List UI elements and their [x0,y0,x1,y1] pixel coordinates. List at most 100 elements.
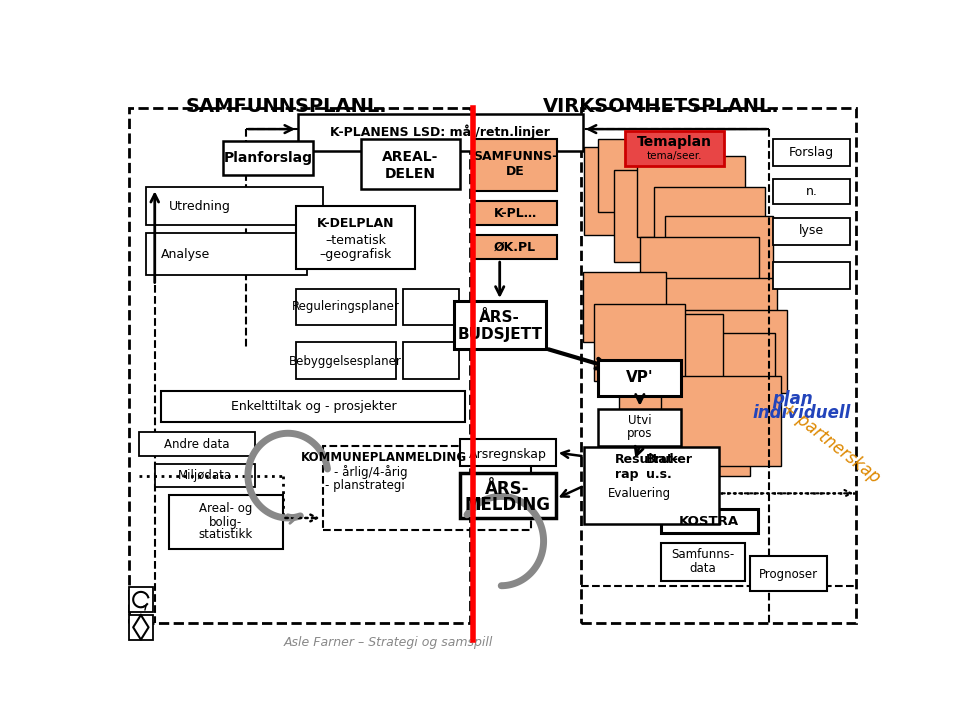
Bar [129,108,469,623]
Bar [581,108,856,623]
Text: rap: rap [615,468,638,481]
Bar [661,509,757,534]
Text: Areal- og: Areal- og [199,502,252,515]
Bar [773,218,850,244]
Bar [472,139,558,192]
Text: Utvi: Utvi [628,414,652,427]
Text: Bruker: Bruker [646,453,693,466]
Bar [296,288,396,325]
Bar [296,343,396,380]
Bar [298,114,583,150]
Bar [593,304,684,381]
Bar [665,216,773,301]
Bar [773,179,850,204]
Bar [453,301,546,348]
Bar [598,139,692,213]
Text: Evaluering: Evaluering [608,487,671,500]
Bar [361,139,460,189]
Text: individuell: individuell [753,404,851,422]
Text: –tematisk: –tematisk [325,234,386,247]
Text: VIRKSOMHETSPLANL.: VIRKSOMHETSPLANL. [543,97,780,116]
Bar [619,387,750,476]
Bar [639,237,759,333]
Bar [296,206,415,269]
Text: lyse: lyse [799,224,824,237]
Text: ÅRS-: ÅRS- [485,479,530,497]
Text: - planstrategi: - planstrategi [325,479,405,492]
Bar [223,141,313,175]
Bar [773,262,850,289]
Text: SAMFUNNSPLANL.: SAMFUNNSPLANL. [185,97,387,116]
Bar [146,233,307,275]
Text: Prognoser: Prognoser [759,568,818,581]
Text: Enkelttiltak og - prosjekter: Enkelttiltak og - prosjekter [230,400,396,413]
Bar [621,314,723,391]
Text: VP': VP' [626,370,654,385]
Text: K-DELPLAN: K-DELPLAN [317,218,395,231]
Text: Resultat-: Resultat- [615,453,679,466]
Text: n.: n. [805,185,818,198]
Bar [773,139,850,166]
Bar [661,542,745,581]
Text: Miljødata: Miljødata [178,469,232,482]
Text: plan: plan [772,390,813,408]
Bar [598,360,682,395]
Bar [169,495,282,549]
Text: statistikk: statistikk [199,529,252,542]
Text: - årlig/4-årig: - årlig/4-årig [333,465,407,479]
Bar [585,447,719,524]
Bar [129,587,154,612]
Bar [460,474,556,518]
Text: Samfunns-: Samfunns- [671,549,734,562]
Text: DELEN: DELEN [385,167,436,181]
Text: Reguleringsplaner: Reguleringsplaner [292,301,399,314]
Text: Forslag: Forslag [789,147,834,160]
Bar [658,278,777,367]
Bar [646,333,776,432]
Bar [583,272,666,343]
Text: u.s.: u.s. [646,468,672,481]
Text: KOMMUNEPLANMELDING: KOMMUNEPLANMELDING [301,451,468,464]
Text: Asle Farner – Strategi og samspill: Asle Farner – Strategi og samspill [284,636,493,649]
Bar [598,408,682,445]
Text: Analyse: Analyse [161,248,210,261]
Text: BUDSJETT: BUDSJETT [457,328,542,342]
Text: KOSTRA: KOSTRA [679,515,739,528]
Bar [625,132,724,166]
Bar [673,310,787,393]
Text: pros: pros [627,427,653,440]
Bar [472,201,558,226]
Text: Utredning: Utredning [168,200,230,213]
Bar [472,234,558,260]
Bar [613,170,730,262]
Bar [585,147,692,236]
Bar [129,615,154,640]
Text: DE: DE [506,165,524,178]
Text: Bebyggelsesplaner: Bebyggelsesplaner [289,355,402,368]
Bar [146,187,323,226]
Text: bolig-: bolig- [209,516,242,529]
Text: Årsregnskap: Årsregnskap [468,446,546,461]
Text: + partnerskap: + partnerskap [778,398,883,487]
Text: ØK.PL: ØK.PL [494,241,537,254]
Text: tema/seer.: tema/seer. [647,151,702,161]
Bar [403,288,459,325]
Bar [161,391,465,422]
Bar [323,445,531,530]
Bar [460,440,556,466]
Text: SAMFUNNS-: SAMFUNNS- [473,150,558,163]
Bar [661,375,780,466]
Bar [636,156,745,237]
Bar [750,557,827,591]
Text: –geografisk: –geografisk [320,248,392,261]
Text: K-PL…: K-PL… [493,207,537,220]
Text: MELDING: MELDING [465,496,550,514]
Bar [654,187,765,275]
Bar [139,432,254,456]
Text: ÅRS-: ÅRS- [479,310,520,325]
Text: Planforslag: Planforslag [224,151,312,166]
Text: K-PLANENS LSD: mål/retn.linjer: K-PLANENS LSD: mål/retn.linjer [330,125,550,140]
Bar [155,464,254,487]
Text: AREAL-: AREAL- [382,150,439,164]
Bar [403,343,459,380]
